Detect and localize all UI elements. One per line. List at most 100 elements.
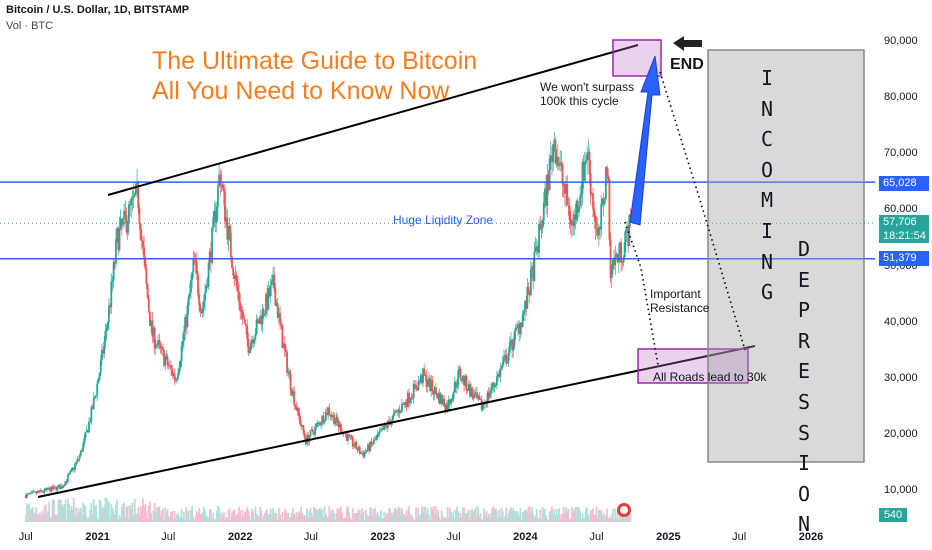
- candle-body: [123, 210, 126, 220]
- candle-body: [471, 387, 474, 395]
- candle-body: [72, 468, 75, 470]
- candle-body: [367, 444, 369, 450]
- candle-body: [37, 491, 40, 493]
- candle-body: [517, 324, 519, 328]
- volume-bar: [238, 506, 240, 522]
- candle-body: [243, 319, 246, 324]
- volume-bar: [133, 498, 136, 522]
- candle-body: [326, 412, 328, 415]
- volume-bar: [525, 509, 528, 522]
- candle-body: [506, 360, 509, 364]
- x-tick-label: 2022: [227, 531, 253, 543]
- volume-bar: [49, 518, 52, 522]
- candle-body: [140, 239, 143, 241]
- candle-body: [211, 227, 213, 263]
- candle-body: [593, 208, 596, 217]
- volume-bar: [608, 517, 611, 522]
- volume-bar: [176, 514, 178, 522]
- volume-bar: [574, 507, 577, 522]
- symbol-title[interactable]: Bitcoin / U.S. Dollar, 1D, BITSTAMP: [6, 4, 190, 16]
- volume-bar: [241, 509, 244, 522]
- volume-bar: [548, 511, 551, 522]
- volume-bar: [310, 512, 313, 522]
- volume-bar: [190, 510, 192, 522]
- volume-bar: [40, 516, 42, 522]
- volume-bar: [125, 506, 128, 522]
- volume-bar: [78, 511, 81, 522]
- volume-bar: [321, 508, 324, 522]
- volume-bar: [214, 518, 217, 522]
- volume-bar: [197, 513, 199, 522]
- candle-body: [27, 493, 29, 495]
- volume-bar: [164, 508, 167, 522]
- volume-bar: [62, 507, 65, 522]
- candle-body: [86, 430, 89, 433]
- candle-body: [258, 320, 260, 324]
- volume-bar: [24, 515, 27, 522]
- candle-body: [333, 414, 335, 425]
- volume-bar: [77, 508, 80, 522]
- candle-body: [615, 254, 618, 257]
- volume-bar: [586, 507, 589, 522]
- candle-body: [597, 226, 600, 236]
- volume-bar: [180, 509, 183, 522]
- candle-body: [232, 268, 235, 276]
- candle-body: [168, 365, 171, 367]
- candle-body: [215, 207, 218, 223]
- candle-body: [38, 490, 41, 493]
- candle-body: [409, 399, 412, 403]
- volume-bar: [83, 504, 86, 522]
- volume-bar: [451, 516, 454, 522]
- upper-level-badge: 65,028: [879, 176, 929, 191]
- volume-bar: [108, 502, 110, 522]
- candle-body: [263, 313, 266, 316]
- volume-bar: [337, 510, 340, 522]
- candle-body: [239, 302, 242, 312]
- volume-bar: [227, 509, 230, 522]
- candle-body: [350, 435, 353, 438]
- volume-bar: [572, 512, 574, 522]
- candle-body: [602, 198, 605, 205]
- volume-bar: [532, 513, 535, 522]
- candle-body: [586, 154, 589, 161]
- volume-bar: [444, 517, 447, 522]
- candle-body: [147, 298, 150, 312]
- volume-bar: [41, 510, 44, 522]
- volume-bar: [134, 514, 137, 522]
- volume-bar: [517, 512, 519, 522]
- candle-body: [269, 285, 272, 297]
- volume-bar: [308, 510, 311, 522]
- candle-body: [252, 339, 255, 344]
- candle-body: [191, 272, 194, 281]
- volume-bar: [613, 518, 615, 522]
- candle-body: [321, 415, 324, 424]
- volume-bar: [81, 514, 83, 522]
- volume-bar: [280, 519, 283, 522]
- candle-body: [559, 162, 562, 166]
- volume-bar: [294, 518, 297, 522]
- volume-bar: [208, 509, 211, 522]
- candle-body: [525, 301, 528, 309]
- volume-bar: [319, 508, 321, 522]
- candle-body: [260, 316, 263, 325]
- volume-legend[interactable]: Vol · BTC: [6, 20, 54, 32]
- candle-body: [43, 488, 46, 493]
- candle-body: [233, 275, 236, 279]
- volume-bar: [418, 515, 421, 522]
- volume-bar: [297, 511, 300, 522]
- volume-bar: [477, 506, 480, 522]
- candle-body: [569, 220, 572, 225]
- candle-body: [560, 162, 563, 165]
- candle-body: [190, 280, 192, 293]
- volume-bar: [136, 513, 138, 522]
- candle-body: [101, 350, 103, 361]
- volume-bar: [603, 517, 606, 522]
- volume-bar: [202, 506, 205, 522]
- candle-body: [79, 450, 82, 456]
- candle-body: [511, 339, 514, 351]
- volume-bar: [276, 519, 279, 522]
- volume-bar: [207, 518, 210, 522]
- candle-body: [436, 393, 439, 399]
- volume-bar: [258, 516, 260, 522]
- candle-body: [102, 350, 104, 354]
